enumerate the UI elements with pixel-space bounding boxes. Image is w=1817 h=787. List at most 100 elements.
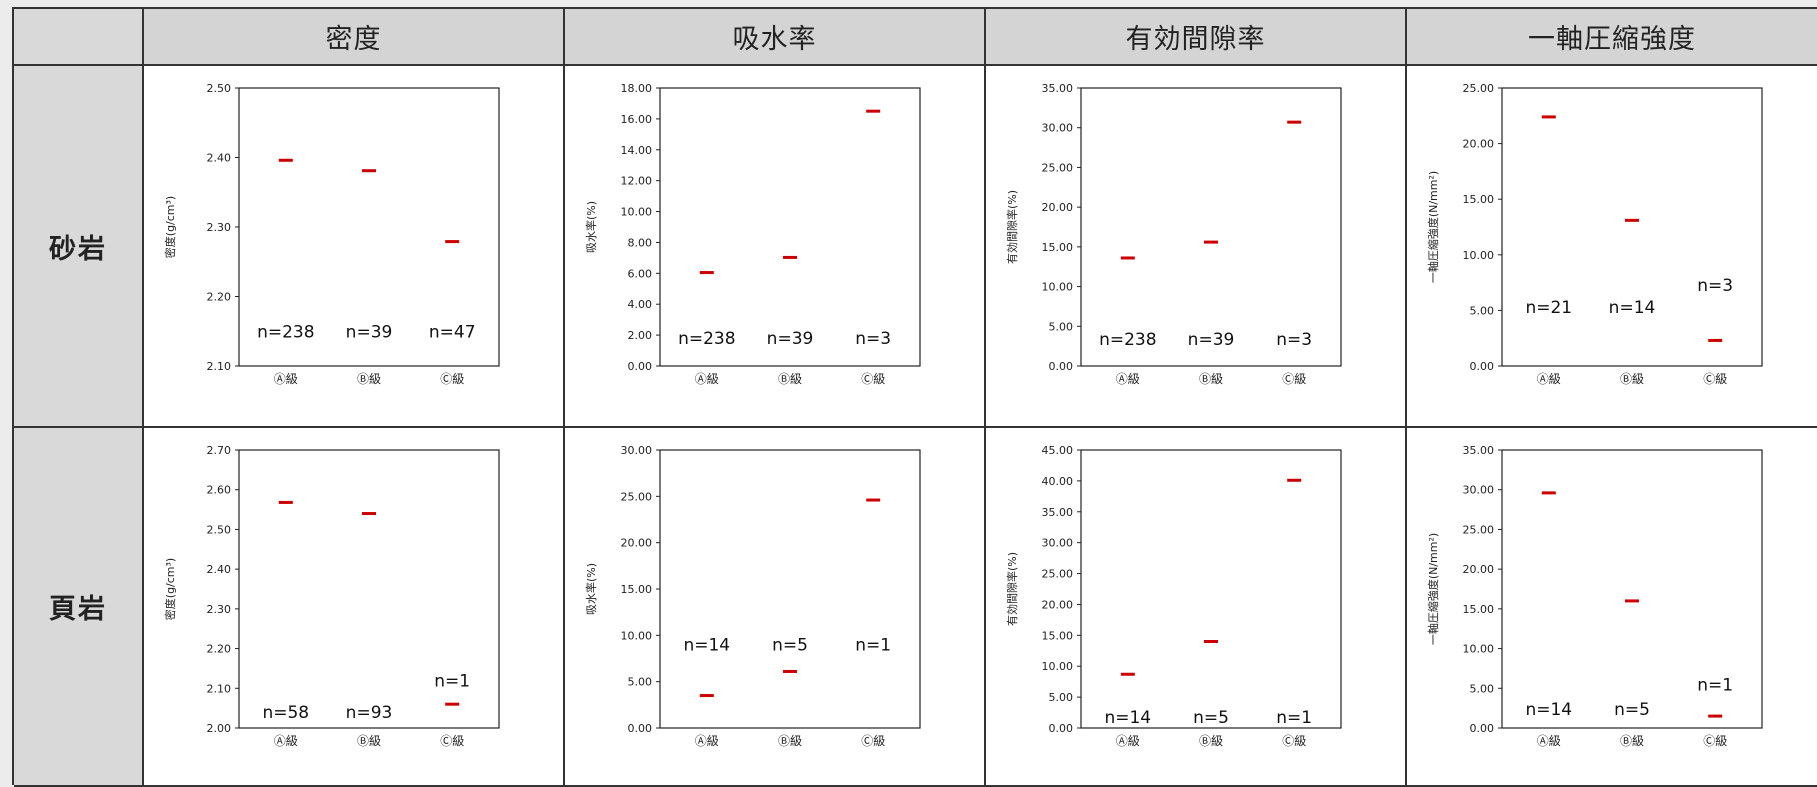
x-category-label: Ⓒ級 (440, 372, 464, 386)
chart-svg: 0.00 5.00 10.00 15.00 20.00 25.00 30.00 35.00 一軸… (1426, 444, 1763, 748)
y-tick-label: 30.00 (1042, 537, 1074, 550)
y-tick-label: 40.00 (1042, 475, 1074, 488)
x-category-label: Ⓐ級 (695, 734, 719, 748)
plot-area (1080, 87, 1342, 367)
chart-svg: 0.00 5.00 10.00 15.00 20.00 25.00 30.00 35.00 有効… (1005, 82, 1342, 386)
y-tick-label: 2.50 (207, 523, 232, 536)
x-category-label: Ⓐ級 (695, 372, 719, 386)
sample-count-label: n=238 (1099, 330, 1156, 350)
row-header-shale: 頁岩 (14, 428, 144, 787)
y-tick-label: 6.00 (628, 267, 653, 280)
y-tick-label: 25.00 (1463, 523, 1495, 536)
x-category-label: Ⓒ級 (1703, 734, 1727, 748)
x-category-label: Ⓐ級 (1537, 734, 1561, 748)
x-category-label: Ⓐ級 (1116, 372, 1140, 386)
chart-svg: 0.00 5.00 10.00 15.00 20.00 25.00 一軸圧縮強度(N/mm²… (1426, 82, 1763, 386)
sample-count-label: n=93 (346, 703, 393, 723)
y-axis-label: 有効間隙率(%) (1005, 552, 1019, 626)
sample-count-label: n=14 (683, 636, 730, 656)
y-axis-label: 吸水率(%) (584, 201, 598, 253)
chart-sandstone-density: 2.10 2.20 2.30 2.40 2.50 密度(g/cm³) Ⓐ級 n=238 Ⓑ級 n=… (144, 66, 565, 428)
x-category-label: Ⓒ級 (440, 734, 464, 748)
sample-count-label: n=5 (772, 636, 808, 656)
x-category-label: Ⓒ級 (861, 372, 885, 386)
chart-svg: 2.10 2.20 2.30 2.40 2.50 密度(g/cm³) Ⓐ級 n=238 Ⓑ級 n=… (163, 82, 500, 386)
y-tick-label: 10.00 (621, 206, 653, 219)
y-tick-label: 10.00 (1042, 281, 1074, 294)
chart-shale-water-absorption: 0.00 5.00 10.00 15.00 20.00 25.00 30.00 吸水率(%) Ⓐ… (565, 428, 986, 787)
plot-area (1080, 449, 1342, 729)
x-category-label: Ⓒ級 (1282, 372, 1306, 386)
y-tick-label: 10.00 (1463, 249, 1495, 262)
y-tick-label: 35.00 (1042, 506, 1074, 519)
y-tick-label: 16.00 (621, 113, 653, 126)
x-category-label: Ⓑ級 (778, 372, 802, 386)
y-tick-label: 25.00 (1042, 568, 1074, 581)
plot-area (659, 449, 921, 729)
plot-area (238, 87, 500, 367)
y-tick-label: 10.00 (621, 629, 653, 642)
chart-sandstone-compressive-strength: 0.00 5.00 10.00 15.00 20.00 25.00 一軸圧縮強度(N/mm²… (1407, 66, 1817, 428)
y-tick-label: 0.00 (1049, 722, 1074, 735)
y-tick-label: 2.10 (207, 682, 232, 695)
x-category-label: Ⓒ級 (861, 734, 885, 748)
y-tick-label: 2.30 (207, 603, 232, 616)
x-category-label: Ⓑ級 (1620, 734, 1644, 748)
sample-count-label: n=47 (429, 322, 476, 342)
y-tick-label: 2.00 (628, 329, 653, 342)
y-tick-label: 25.00 (1042, 161, 1074, 174)
sample-count-label: n=14 (1525, 700, 1572, 720)
y-tick-label: 5.00 (1470, 304, 1495, 317)
y-tick-label: 2.20 (207, 643, 232, 656)
sample-count-label: n=39 (346, 322, 393, 342)
y-tick-label: 15.00 (1042, 629, 1074, 642)
y-tick-label: 45.00 (1042, 444, 1074, 457)
x-category-label: Ⓐ級 (1537, 372, 1561, 386)
results-table: 密度 吸水率 有効間隙率 一軸圧縮強度 砂岩 2.10 2.20 2.30 2.40 2… (12, 7, 1817, 787)
y-tick-label: 35.00 (1042, 82, 1074, 95)
y-tick-label: 2.10 (207, 360, 232, 373)
sample-count-label: n=238 (257, 322, 314, 342)
y-tick-label: 18.00 (621, 82, 653, 95)
y-axis-label: 有効間隙率(%) (1005, 190, 1019, 264)
y-tick-label: 8.00 (628, 236, 653, 249)
sample-count-label: n=5 (1614, 700, 1650, 720)
y-tick-label: 10.00 (1463, 643, 1495, 656)
chart-sandstone-water-absorption: 0.00 2.00 4.00 6.00 8.00 10.00 12.00 14.00 16.00… (565, 66, 986, 428)
y-tick-label: 20.00 (1042, 598, 1074, 611)
y-tick-label: 2.40 (207, 563, 232, 576)
x-category-label: Ⓐ級 (274, 734, 298, 748)
x-category-label: Ⓑ級 (357, 372, 381, 386)
sample-count-label: n=238 (678, 329, 735, 349)
y-tick-label: 2.30 (207, 221, 232, 234)
y-tick-label: 2.60 (207, 484, 232, 497)
y-tick-label: 25.00 (621, 490, 653, 503)
plot-area (238, 449, 500, 729)
y-tick-label: 4.00 (628, 298, 653, 311)
y-tick-label: 2.00 (207, 722, 232, 735)
x-category-label: Ⓒ級 (1282, 734, 1306, 748)
chart-svg: 2.00 2.10 2.20 2.30 2.40 2.50 2.60 2.70 密度(g/cm³… (163, 444, 500, 748)
y-tick-label: 2.70 (207, 444, 232, 457)
table-corner (14, 9, 144, 66)
y-axis-label: 一軸圧縮強度(N/mm²) (1426, 171, 1440, 283)
y-tick-label: 15.00 (1042, 241, 1074, 254)
y-tick-label: 25.00 (1463, 82, 1495, 95)
y-tick-label: 20.00 (621, 537, 653, 550)
y-tick-label: 35.00 (1463, 444, 1495, 457)
sample-count-label: n=58 (262, 703, 309, 723)
y-axis-label: 一軸圧縮強度(N/mm²) (1426, 533, 1440, 645)
y-tick-label: 0.00 (1049, 360, 1074, 373)
x-category-label: Ⓑ級 (357, 734, 381, 748)
x-category-label: Ⓑ級 (778, 734, 802, 748)
x-category-label: Ⓐ級 (274, 372, 298, 386)
y-tick-label: 0.00 (1470, 360, 1495, 373)
chart-svg: 0.00 5.00 10.00 15.00 20.00 25.00 30.00 35.00 40… (1005, 444, 1342, 748)
sample-count-label: n=1 (1276, 708, 1312, 728)
y-tick-label: 15.00 (1463, 603, 1495, 616)
column-header-uniaxial-compressive-strength: 一軸圧縮強度 (1407, 9, 1817, 66)
y-tick-label: 15.00 (1463, 193, 1495, 206)
y-axis-label: 密度(g/cm³) (163, 196, 177, 258)
chart-shale-compressive-strength: 0.00 5.00 10.00 15.00 20.00 25.00 30.00 35.00 一軸… (1407, 428, 1817, 787)
sample-count-label: n=39 (767, 329, 814, 349)
